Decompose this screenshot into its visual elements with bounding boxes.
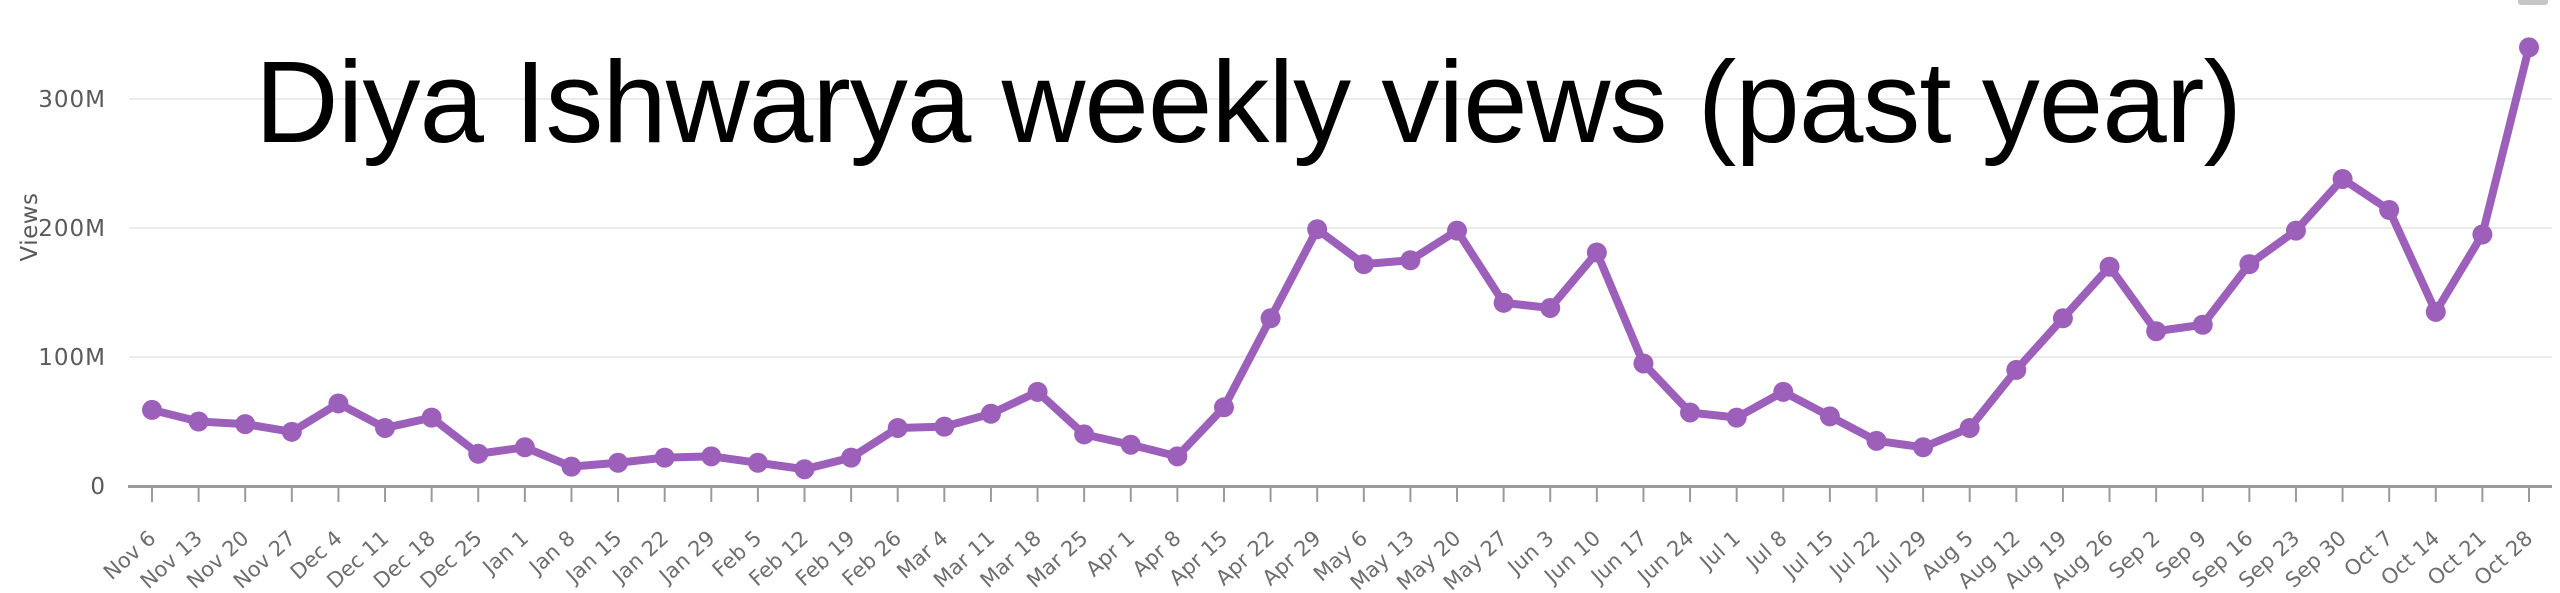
data-point (1586, 242, 1607, 263)
data-point (2472, 224, 2493, 245)
x-tick-label: Jul 15 (1777, 526, 1838, 584)
data-point (1027, 381, 1048, 402)
data-point (188, 411, 209, 432)
data-point (561, 456, 582, 477)
data-point (1074, 424, 1095, 445)
y-axis-title: Views (17, 192, 43, 262)
x-tick-label: Jan 1 (477, 526, 534, 580)
data-point (1260, 308, 1281, 329)
data-point (235, 414, 256, 435)
data-point (514, 437, 535, 458)
data-point (1773, 381, 1794, 402)
data-point (2006, 359, 2027, 380)
data-point (654, 447, 675, 468)
data-point (1540, 297, 1561, 318)
data-point (794, 459, 815, 480)
x-tick-label: Jul 22 (1824, 526, 1885, 584)
data-point (2192, 314, 2213, 335)
data-point (1959, 417, 1980, 438)
data-point (1307, 219, 1328, 240)
data-point (841, 447, 862, 468)
data-point (1913, 437, 1934, 458)
y-tick-label: 100M (38, 345, 106, 371)
data-point (2332, 168, 2353, 189)
data-point (2146, 321, 2167, 342)
x-tick-label: Jul 29 (1870, 526, 1931, 584)
data-point (142, 399, 162, 420)
data-point (701, 446, 722, 467)
data-point (2052, 308, 2073, 329)
data-point (1400, 250, 1421, 271)
x-tick-label: Jul 1 (1694, 526, 1745, 576)
data-point (1633, 353, 1654, 374)
data-point (328, 393, 349, 414)
x-tick-label: Apr 1 (1081, 526, 1139, 582)
y-tick-label: 300M (38, 87, 106, 113)
data-point (1447, 220, 1468, 241)
data-point (281, 421, 302, 442)
data-point (1866, 430, 1887, 451)
data-point (980, 403, 1001, 424)
data-point (468, 443, 489, 464)
data-point (1213, 397, 1234, 418)
data-point (1353, 254, 1374, 275)
data-point (1167, 446, 1188, 467)
x-tick-label: Sep 2 (2104, 526, 2164, 584)
data-point (934, 416, 955, 437)
data-point (421, 407, 442, 428)
data-point (747, 452, 768, 473)
data-point (887, 417, 908, 438)
data-point (2099, 256, 2120, 277)
data-point (1493, 292, 1514, 313)
data-point (1819, 406, 1840, 427)
views-series-line (148, 43, 2533, 474)
data-point (2519, 37, 2539, 58)
data-point (375, 417, 396, 438)
y-tick-label: 200M (38, 216, 106, 242)
data-point (1120, 434, 1141, 455)
cropped-ui-fragment (2518, 0, 2548, 5)
data-point (1680, 402, 1701, 423)
data-point (1726, 407, 1747, 428)
y-tick-label: 0 (90, 474, 106, 500)
data-point (2379, 199, 2400, 220)
data-point (2425, 301, 2446, 322)
data-point (2285, 220, 2306, 241)
data-point (608, 452, 629, 473)
data-point (2239, 254, 2260, 275)
